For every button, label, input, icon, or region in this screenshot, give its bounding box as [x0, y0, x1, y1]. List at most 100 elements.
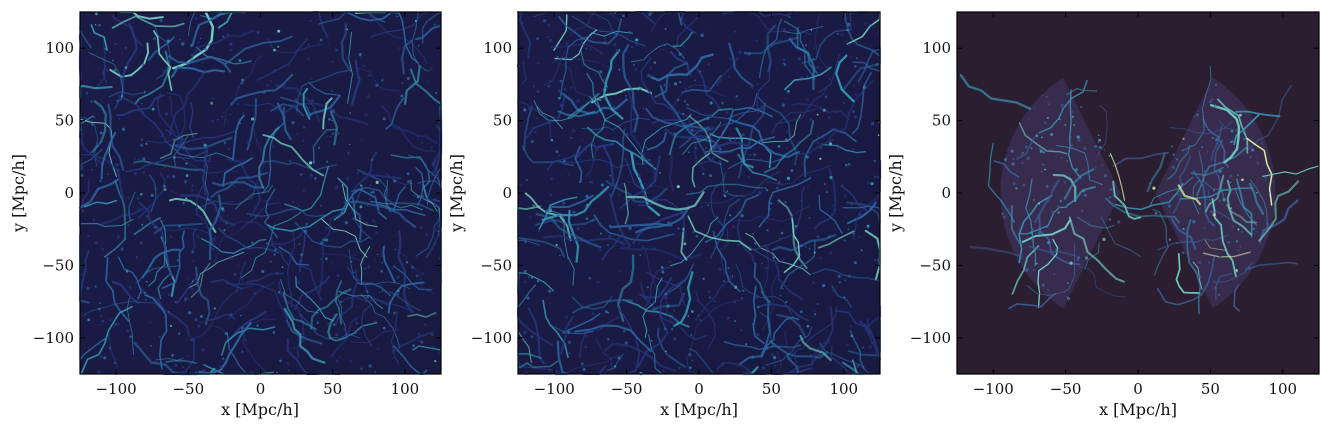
density-speck [1192, 220, 1196, 224]
density-speck [1040, 170, 1043, 173]
density-speck [1083, 146, 1087, 150]
filament [1192, 170, 1216, 227]
density-speck [1196, 196, 1199, 199]
panel-1-x-axis-label: x [Mpc/h] [221, 400, 299, 419]
density-speck [1196, 113, 1199, 117]
filament [1233, 113, 1260, 146]
filament [1169, 120, 1233, 135]
filament [1258, 180, 1300, 242]
survey-wedge [1000, 77, 1121, 309]
density-speck [1084, 256, 1089, 260]
filament [1198, 150, 1233, 192]
filament [987, 142, 1015, 223]
density-speck [1045, 184, 1049, 188]
density-speck [1198, 110, 1200, 112]
density-speck [1065, 295, 1068, 298]
density-speck [1026, 260, 1028, 263]
filament [1018, 194, 1053, 264]
density-speck [1177, 193, 1180, 196]
density-speck [1003, 157, 1008, 162]
filament [1018, 122, 1068, 155]
density-speck [1010, 149, 1014, 153]
density-speck [1217, 135, 1220, 138]
density-speck [1236, 174, 1240, 177]
density-speck [1250, 139, 1252, 141]
density-speck [1193, 115, 1197, 118]
density-speck [1198, 260, 1202, 265]
density-speck [1172, 153, 1175, 156]
y-tick-label: 50 [932, 112, 951, 130]
density-speck [1218, 169, 1222, 173]
x-tick-label: 50 [762, 380, 781, 398]
panel-2: −100 −50 0 50 100 −100 −50 0 50 100 x [Mpc/h] y … [447, 10, 882, 419]
density-speck [1117, 220, 1121, 224]
density-speck [1239, 113, 1242, 117]
density-speck [1171, 145, 1174, 148]
density-speck [1083, 193, 1087, 197]
x-tick-label: 100 [1268, 380, 1297, 398]
density-speck [1167, 204, 1172, 208]
density-speck [1256, 161, 1260, 165]
density-speck [1201, 146, 1204, 149]
x-tick-label: −50 [611, 380, 643, 398]
density-speck [1214, 286, 1217, 289]
density-speck [1182, 227, 1185, 230]
density-speck [1211, 136, 1214, 139]
filament [1097, 104, 1108, 156]
density-speck [1060, 103, 1064, 107]
x-tick-label: −50 [172, 380, 204, 398]
density-speck [1249, 212, 1252, 215]
filament [1149, 176, 1194, 208]
y-tick-label: 0 [64, 184, 74, 202]
filament [1248, 84, 1293, 150]
density-speck [1203, 226, 1206, 229]
density-speck [1067, 282, 1069, 284]
y-tick-label: −50 [919, 256, 951, 274]
filament [1186, 218, 1202, 315]
density-speck [1152, 186, 1154, 188]
panel-1-y-ticks: −100 −50 0 50 100 [33, 39, 441, 347]
filament [1016, 136, 1036, 160]
density-speck [1071, 115, 1074, 118]
x-tick-label: 0 [256, 380, 266, 398]
density-speck [1154, 211, 1158, 215]
density-speck [1026, 267, 1030, 271]
density-speck [1218, 294, 1221, 296]
density-speck [1256, 230, 1259, 233]
x-tick-label: 100 [829, 380, 858, 398]
x-tick-label: −100 [95, 380, 136, 398]
filament [1210, 104, 1241, 164]
y-tick-label: 0 [941, 184, 951, 202]
density-speck [1098, 138, 1102, 142]
density-speck [1228, 174, 1233, 178]
density-speck [1208, 261, 1211, 264]
filament [1100, 216, 1141, 257]
density-speck [1044, 168, 1047, 171]
density-speck [1198, 275, 1202, 279]
filament [1066, 87, 1098, 96]
density-speck [1026, 156, 1031, 161]
density-speck [1247, 266, 1251, 269]
filament [1152, 208, 1169, 276]
density-speck [1266, 222, 1269, 226]
density-speck [1015, 187, 1018, 190]
y-tick-label: −100 [33, 329, 74, 347]
x-tick-label: 100 [391, 380, 420, 398]
filament [1202, 251, 1251, 258]
density-speck [1097, 141, 1099, 144]
filament [1217, 98, 1249, 154]
density-speck [1097, 134, 1100, 136]
density-speck [1022, 183, 1026, 187]
filament [1234, 188, 1258, 226]
density-speck [1209, 128, 1211, 131]
filament [1246, 137, 1273, 206]
density-speck [1260, 142, 1264, 146]
density-speck [1045, 225, 1048, 229]
density-speck [1063, 180, 1067, 184]
density-speck [1240, 230, 1244, 233]
density-speck [1230, 181, 1232, 184]
density-speck [1212, 213, 1216, 217]
filament [1066, 186, 1096, 207]
density-speck [1071, 110, 1074, 114]
filament [1262, 165, 1320, 178]
